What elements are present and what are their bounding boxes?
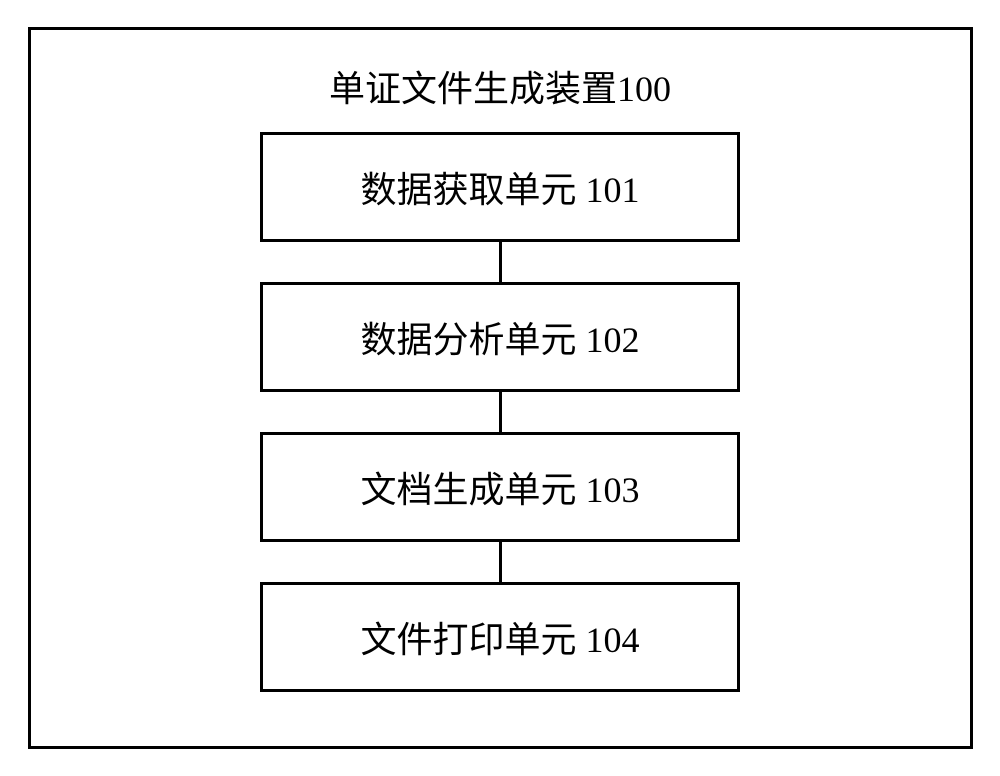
block-label: 数据分析单元 102 [360,311,639,363]
connector-line [499,542,502,582]
diagram-title: 单证文件生成装置100 [31,60,970,112]
connector-line [499,242,502,282]
block-node: 数据分析单元 102 [260,282,740,392]
blocks-container: 数据获取单元 101 数据分析单元 102 文档生成单元 103 文件打印单元 … [31,132,970,692]
block-node: 文件打印单元 104 [260,582,740,692]
block-node: 数据获取单元 101 [260,132,740,242]
block-label: 文档生成单元 103 [360,461,639,513]
block-label: 文件打印单元 104 [360,611,639,663]
diagram-outer-frame: 单证文件生成装置100 数据获取单元 101 数据分析单元 102 文档生成单元… [28,27,973,749]
block-label: 数据获取单元 101 [360,161,639,213]
connector-line [499,392,502,432]
block-node: 文档生成单元 103 [260,432,740,542]
